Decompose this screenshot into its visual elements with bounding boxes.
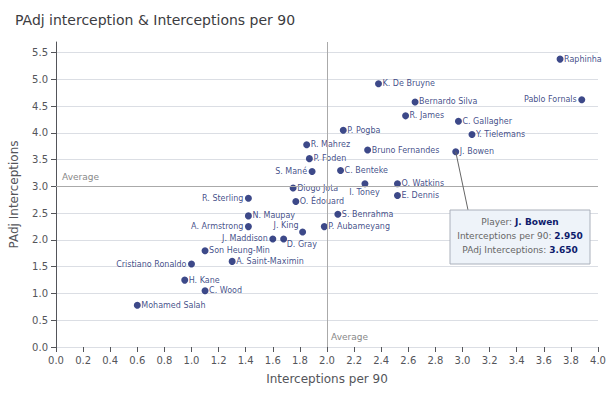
svg-text:5.5: 5.5 <box>32 47 48 58</box>
svg-text:H. Kane: H. Kane <box>189 276 220 285</box>
svg-text:C. Wood: C. Wood <box>209 286 242 295</box>
svg-text:C. Gallagher: C. Gallagher <box>462 117 512 126</box>
svg-text:R. James: R. James <box>410 111 445 120</box>
svg-text:A. Armstrong: A. Armstrong <box>191 222 243 231</box>
svg-text:5.0: 5.0 <box>32 74 48 85</box>
svg-text:3.5: 3.5 <box>32 154 48 165</box>
svg-text:0.2: 0.2 <box>75 355 91 366</box>
svg-text:Raphinha: Raphinha <box>564 55 602 64</box>
svg-text:S. Benrahma: S. Benrahma <box>342 210 394 219</box>
svg-text:Cristiano Ronaldo: Cristiano Ronaldo <box>116 260 186 269</box>
svg-text:J. King: J. King <box>273 221 299 230</box>
svg-text:0.4: 0.4 <box>102 355 118 366</box>
svg-text:Pablo Fornals: Pablo Fornals <box>524 95 577 104</box>
svg-text:1.4: 1.4 <box>238 355 254 366</box>
svg-text:3.650: 3.650 <box>549 245 577 255</box>
svg-text:Bernardo Silva: Bernardo Silva <box>419 97 477 106</box>
svg-text:O. Édouard: O. Édouard <box>300 195 344 206</box>
svg-text:PAdj Interceptions: PAdj Interceptions <box>7 141 21 249</box>
svg-text:P. Foden: P. Foden <box>313 154 346 163</box>
svg-text:3.4: 3.4 <box>509 355 525 366</box>
svg-text:K. De Bruyne: K. De Bruyne <box>382 79 435 88</box>
svg-text:3.6: 3.6 <box>536 355 552 366</box>
svg-text:Average: Average <box>331 332 368 342</box>
svg-text:P. Pogba: P. Pogba <box>347 126 380 135</box>
svg-text:4.0: 4.0 <box>32 127 48 138</box>
svg-text:0.0: 0.0 <box>32 342 48 353</box>
svg-text:4.5: 4.5 <box>32 101 48 112</box>
svg-text:J. Bowen: J. Bowen <box>459 147 494 156</box>
svg-text:PAdj interception & Intercepti: PAdj interception & Interceptions per 90 <box>15 12 295 28</box>
svg-text:Interceptions per 90: Interceptions per 90 <box>266 372 388 386</box>
svg-text:0.8: 0.8 <box>156 355 172 366</box>
svg-text:Diogo Jota: Diogo Jota <box>297 184 338 193</box>
svg-text:Mohamed Salah: Mohamed Salah <box>141 301 205 310</box>
svg-text:3.2: 3.2 <box>482 355 498 366</box>
svg-text:N. Maupay: N. Maupay <box>252 211 295 220</box>
svg-text:Y. Tielemans: Y. Tielemans <box>475 130 525 139</box>
svg-text:2.0: 2.0 <box>319 355 335 366</box>
svg-text:1.0: 1.0 <box>32 288 48 299</box>
svg-text:0.5: 0.5 <box>32 315 48 326</box>
svg-text:2.2: 2.2 <box>346 355 362 366</box>
svg-text:2.0: 2.0 <box>32 234 48 245</box>
svg-text:2.6: 2.6 <box>400 355 416 366</box>
svg-text:J. Maddison: J. Maddison <box>221 234 268 243</box>
svg-text:1.5: 1.5 <box>32 261 48 272</box>
svg-text:2.8: 2.8 <box>427 355 443 366</box>
svg-text:P. Aubameyang: P. Aubameyang <box>328 222 390 231</box>
svg-text:R. Mahrez: R. Mahrez <box>311 140 350 149</box>
svg-text:I. Toney: I. Toney <box>349 188 380 197</box>
svg-text:Son Heung-Min: Son Heung-Min <box>209 246 270 255</box>
svg-text:2.4: 2.4 <box>373 355 389 366</box>
svg-text:S. Mané: S. Mané <box>275 166 307 176</box>
svg-text:Average: Average <box>62 172 99 182</box>
svg-text:3.0: 3.0 <box>455 355 471 366</box>
svg-text:1.0: 1.0 <box>184 355 200 366</box>
svg-text:Bruno Fernandes: Bruno Fernandes <box>372 146 440 155</box>
svg-text:4.0: 4.0 <box>590 355 606 366</box>
svg-text:3.0: 3.0 <box>32 181 48 192</box>
svg-text:D. Gray: D. Gray <box>287 240 318 249</box>
svg-text:1.2: 1.2 <box>211 355 227 366</box>
svg-text:J. Bowen: J. Bowen <box>514 217 559 227</box>
svg-text:1.6: 1.6 <box>265 355 281 366</box>
svg-text:3.8: 3.8 <box>563 355 579 366</box>
svg-text:2.5: 2.5 <box>32 208 48 219</box>
svg-text:E. Dennis: E. Dennis <box>401 191 439 200</box>
svg-text:Player:: Player: <box>481 217 515 227</box>
svg-text:Interceptions per 90:: Interceptions per 90: <box>457 231 554 241</box>
svg-text:0.6: 0.6 <box>129 355 145 366</box>
svg-text:R. Sterling: R. Sterling <box>202 194 243 203</box>
svg-text:A. Saint-Maximin: A. Saint-Maximin <box>236 257 304 266</box>
svg-text:O. Watkins: O. Watkins <box>401 179 445 189</box>
svg-text:C. Benteke: C. Benteke <box>345 166 389 175</box>
svg-text:2.950: 2.950 <box>554 231 582 241</box>
svg-text:1.8: 1.8 <box>292 355 308 366</box>
svg-text:PAdj Interceptions:: PAdj Interceptions: <box>462 245 549 255</box>
svg-text:0.0: 0.0 <box>48 355 64 366</box>
